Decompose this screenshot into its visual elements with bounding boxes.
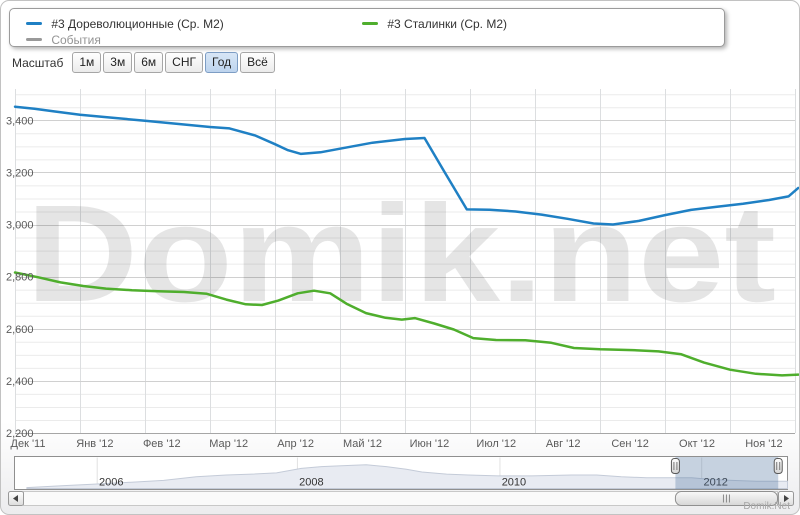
navigator-year-label: 2012 — [703, 477, 727, 489]
navigator-area-series — [26, 464, 788, 489]
range-button-1м[interactable]: 1м — [72, 52, 102, 73]
navigator-year-label: 2006 — [99, 477, 123, 489]
x-axis-label: Апр '12 — [277, 438, 314, 450]
navigator-year-label: 2010 — [502, 477, 526, 489]
legend-label: #3 Сталинки (Ср. М2) — [387, 16, 508, 31]
navigator-year-label: 2008 — [299, 477, 323, 489]
x-axis-label: Фев '12 — [143, 438, 181, 450]
credits-link[interactable]: Domik.Net — [743, 501, 790, 512]
x-axis-label: Май '12 — [343, 438, 382, 450]
x-axis-label: Окт '12 — [679, 438, 715, 450]
legend-label: События — [51, 32, 101, 47]
series-line-marker-blue — [26, 22, 42, 25]
legend-item-stalinki[interactable]: #3 Сталинки (Ср. М2) — [362, 16, 507, 31]
y-axis-label: 3,400 — [6, 115, 34, 127]
range-button-3м[interactable]: 3м — [103, 52, 133, 73]
range-button-Год[interactable]: Год — [205, 52, 239, 73]
legend-item-dorevolyutsionnye[interactable]: #3 Дореволюционные (Ср. М2) — [26, 16, 224, 31]
y-axis-label: 3,200 — [6, 167, 34, 179]
x-axis-label: Авг '12 — [546, 438, 581, 450]
x-axis-label: Июн '12 — [410, 438, 450, 450]
series-line-1[interactable] — [13, 271, 799, 377]
y-axis-label: 3,000 — [6, 220, 34, 232]
series-line-marker-gray — [26, 38, 42, 41]
series-line-marker-green — [362, 22, 378, 25]
navigator-handle-left[interactable] — [670, 458, 680, 474]
navigator-handle-right[interactable] — [773, 458, 783, 474]
range-button-Всё[interactable]: Всё — [240, 52, 275, 73]
navigator-selected-range[interactable] — [675, 457, 779, 489]
zoom-toolbar-label: Масштаб — [12, 55, 64, 70]
x-axis-label: Сен '12 — [611, 438, 649, 450]
x-axis-label: Дек '11 — [11, 438, 46, 450]
series-line-0[interactable] — [13, 105, 799, 226]
range-button-СНГ[interactable]: СНГ — [165, 52, 203, 73]
scroll-right-arrow-icon — [784, 495, 789, 502]
y-axis-label: 2,200 — [6, 428, 34, 440]
range-button-6м[interactable]: 6м — [134, 52, 164, 73]
x-axis-label: Ноя '12 — [745, 438, 782, 450]
legend-box: #3 Дореволюционные (Ср. М2) #3 Сталинки … — [9, 8, 725, 47]
y-axis-label: 2,800 — [6, 272, 34, 284]
legend-label: #3 Дореволюционные (Ср. М2) — [51, 16, 224, 31]
x-axis-label: Янв '12 — [76, 438, 113, 450]
legend-item-events[interactable]: События — [26, 32, 101, 47]
x-axis-label: Июл '12 — [476, 438, 516, 450]
y-axis-label: 2,600 — [6, 324, 34, 336]
watermark: Domik.net — [26, 177, 776, 331]
x-axis-label: Мар '12 — [209, 438, 248, 450]
scroll-left-arrow-icon — [13, 495, 18, 502]
zoom-toolbar: Масштаб 1м 3м 6м СНГ Год Всё — [12, 52, 277, 73]
scrollbar-track[interactable] — [23, 491, 778, 506]
y-axis-label: 2,400 — [6, 376, 34, 388]
